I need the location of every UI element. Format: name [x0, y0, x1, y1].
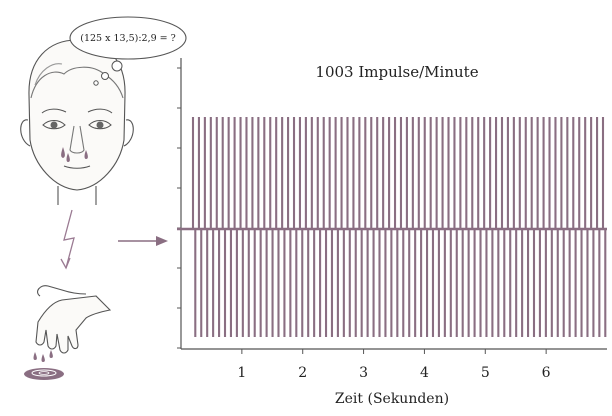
thought-text: (125 x 13,5):2,9 = ? [80, 33, 176, 44]
x-tick-label: 1 [237, 365, 246, 381]
x-tick-label: 2 [298, 365, 307, 381]
x-tick-label: 5 [481, 365, 490, 381]
chart-title: 1003 Impulse/Minute [315, 63, 478, 81]
puddle-icon [24, 368, 64, 380]
thought-bubble: (125 x 13,5):2,9 = ? [69, 16, 187, 86]
arrow-right-icon [118, 236, 168, 246]
x-tick-label: 3 [359, 365, 368, 381]
lightning-icon [60, 209, 75, 270]
pulse-series [191, 117, 607, 337]
pulse-chart: 1003 Impulse/Minute Zeit (Sekunden) 1 2 3 4… [177, 58, 607, 407]
x-tick-label: 6 [542, 365, 551, 381]
x-tick-label: 4 [420, 365, 429, 381]
sweat-drops-icon [61, 147, 88, 162]
hand-icon [35, 285, 112, 354]
head-icon [20, 39, 134, 205]
x-axis-label: Zeit (Sekunden) [335, 391, 449, 407]
x-ticks: 1 2 3 4 5 6 [237, 349, 551, 381]
drops-icon [33, 350, 53, 362]
